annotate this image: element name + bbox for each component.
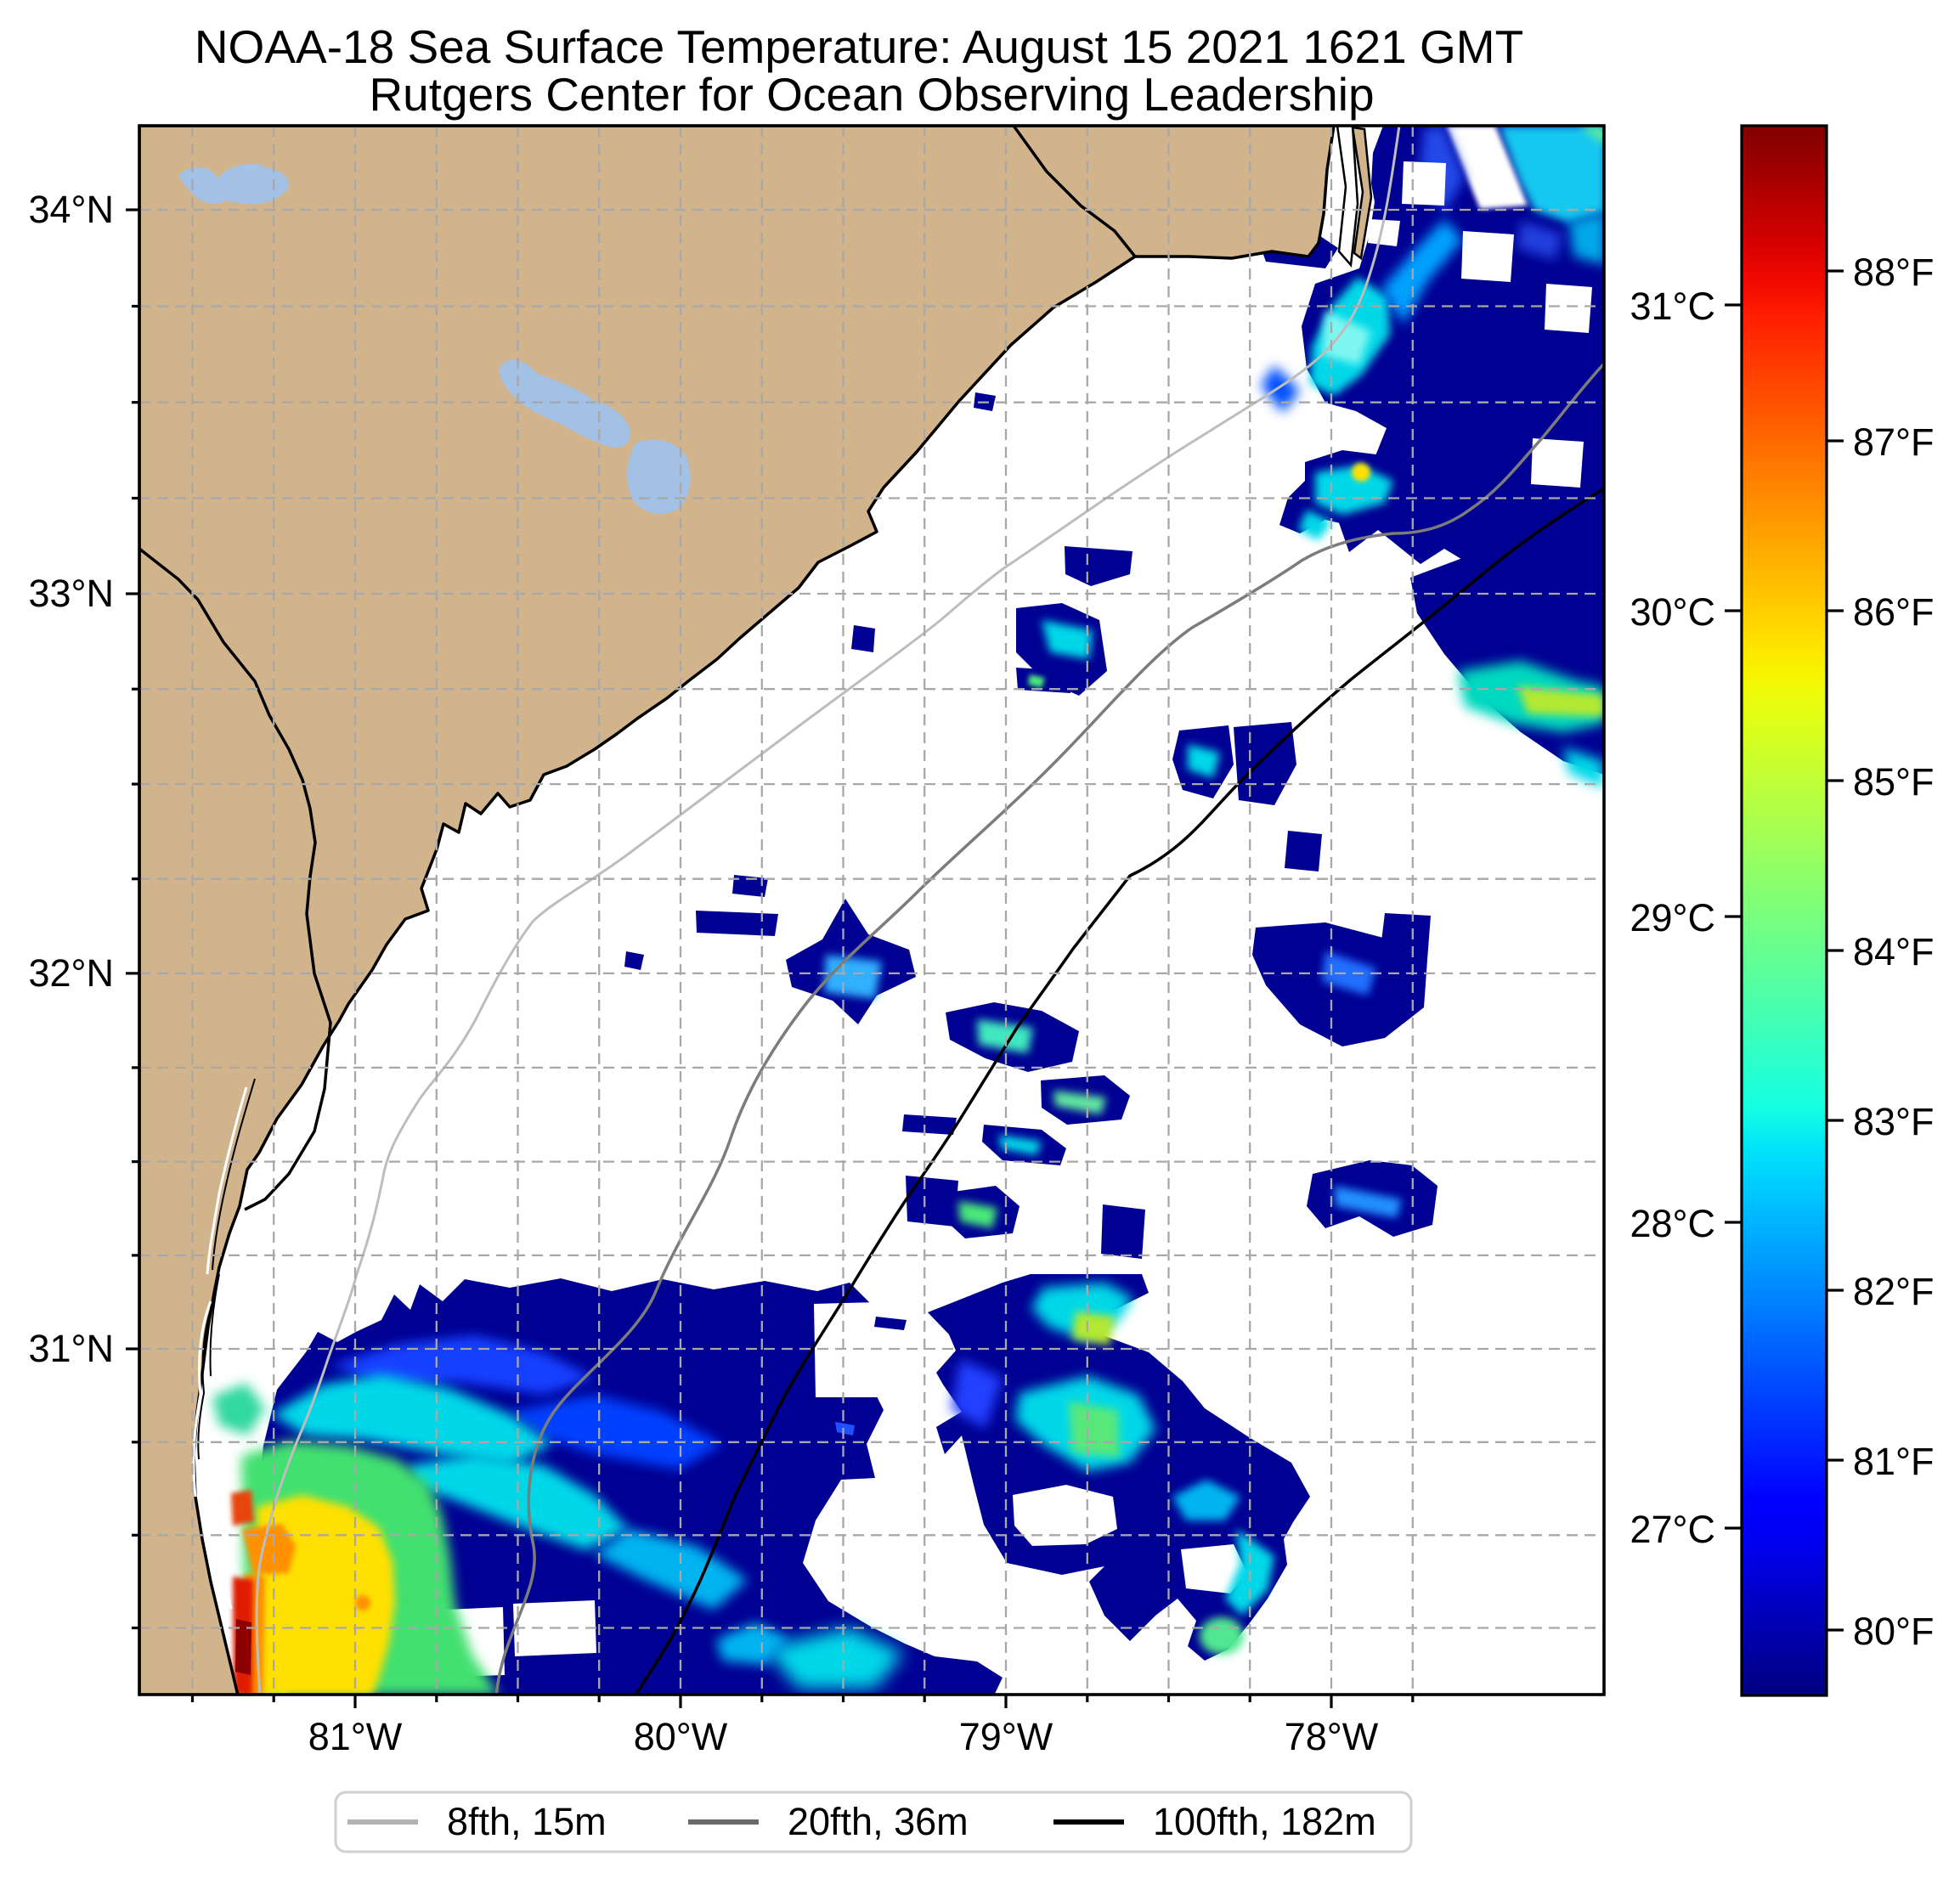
svg-text:81°W: 81°W — [308, 1715, 403, 1758]
svg-text:31°N: 31°N — [28, 1327, 114, 1370]
svg-text:88°F: 88°F — [1853, 251, 1935, 294]
svg-text:79°W: 79°W — [959, 1715, 1053, 1758]
svg-text:31°C: 31°C — [1630, 285, 1715, 328]
svg-text:85°F: 85°F — [1853, 760, 1935, 804]
svg-text:32°N: 32°N — [28, 951, 114, 995]
svg-text:83°F: 83°F — [1853, 1100, 1935, 1143]
svg-text:NOAA-18 Sea Surface Temperatur: NOAA-18 Sea Surface Temperature: August … — [195, 20, 1523, 73]
svg-text:8fth, 15m: 8fth, 15m — [447, 1800, 607, 1843]
svg-text:30°C: 30°C — [1630, 590, 1715, 634]
svg-text:78°W: 78°W — [1285, 1715, 1379, 1758]
svg-text:33°N: 33°N — [28, 572, 114, 615]
svg-text:20fth, 36m: 20fth, 36m — [788, 1800, 969, 1843]
svg-text:28°C: 28°C — [1630, 1202, 1715, 1245]
svg-text:80°W: 80°W — [634, 1715, 728, 1758]
svg-text:82°F: 82°F — [1853, 1270, 1935, 1313]
svg-text:Rutgers Center for Ocean Obser: Rutgers Center for Ocean Observing Leade… — [369, 68, 1374, 121]
svg-text:86°F: 86°F — [1853, 590, 1935, 634]
svg-text:100fth, 182m: 100fth, 182m — [1153, 1800, 1376, 1843]
svg-text:81°F: 81°F — [1853, 1440, 1935, 1483]
svg-text:34°N: 34°N — [28, 188, 114, 231]
svg-text:80°F: 80°F — [1853, 1610, 1935, 1653]
svg-text:84°F: 84°F — [1853, 930, 1935, 973]
svg-text:27°C: 27°C — [1630, 1508, 1715, 1551]
svg-text:29°C: 29°C — [1630, 896, 1715, 939]
svg-text:87°F: 87°F — [1853, 420, 1935, 464]
